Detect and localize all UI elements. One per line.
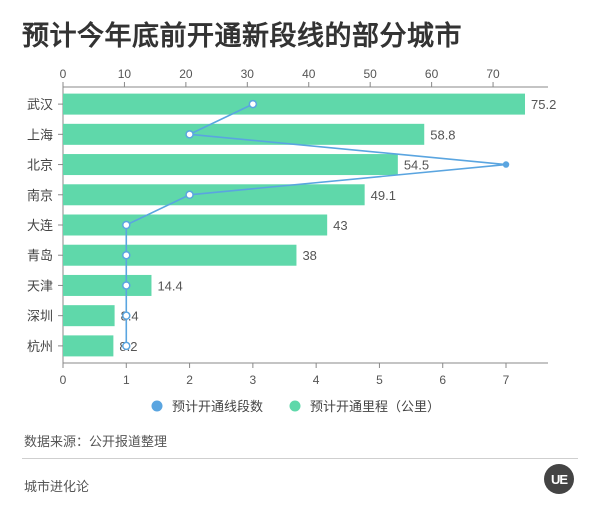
footer-brand: 城市进化论 — [24, 479, 90, 494]
bar-value-label: 14.4 — [157, 278, 182, 293]
bar-青岛 — [63, 244, 297, 266]
bar-value-label: 38 — [302, 248, 316, 263]
bar-南京 — [63, 184, 365, 206]
line-point-天津 — [122, 281, 131, 290]
top-axis-tick-label: 20 — [179, 67, 193, 81]
bottom-axis-tick-label: 7 — [503, 373, 510, 387]
bar-value-label: 43 — [333, 218, 347, 233]
legend-label-bar: 预计开通里程（公里） — [310, 399, 440, 414]
top-axis-tick-label: 40 — [302, 67, 316, 81]
bar-大连 — [63, 214, 328, 236]
bar-北京 — [63, 154, 398, 176]
bottom-axis-tick-label: 0 — [60, 373, 67, 387]
category-label: 武汉 — [27, 97, 53, 112]
category-label: 深圳 — [27, 309, 53, 324]
bar-天津 — [63, 274, 152, 296]
bottom-axis-tick-label: 3 — [250, 373, 257, 387]
category-label: 大连 — [27, 218, 53, 233]
bar-value-label: 49.1 — [371, 188, 396, 203]
line-point-深圳 — [122, 311, 131, 320]
bottom-axis-tick-label: 4 — [313, 373, 320, 387]
line-point-青岛 — [122, 250, 131, 260]
footer-divider — [22, 458, 578, 459]
bottom-axis-tick-label: 2 — [186, 373, 193, 387]
chart-svg: 0 10 20 30 40 50 60 70 0 1 2 3 4 5 6 7 武汉 75.2 上海 58.8 北京 54.… — [27, 67, 556, 414]
bar-value-label: 58.8 — [430, 127, 455, 142]
top-axis-tick-label: 70 — [486, 67, 500, 81]
data-source-note: 数据来源：公开报道整理 — [24, 434, 168, 449]
line-point-大连 — [122, 220, 131, 230]
top-axis-tick-label: 60 — [425, 67, 439, 81]
legend-label-line: 预计开通线段数 — [172, 399, 263, 414]
legend-swatch-bar — [289, 400, 301, 412]
legend-swatch-line — [151, 400, 163, 412]
category-label: 青岛 — [27, 248, 53, 263]
bottom-axis-tick-label: 5 — [376, 373, 383, 387]
category-label: 天津 — [27, 278, 53, 293]
bottom-axis-tick-label: 6 — [439, 373, 446, 387]
chart-title: 预计今年底前开通新段线的部分城市 — [22, 21, 462, 51]
bottom-axis-tick-label: 1 — [123, 373, 130, 387]
category-label: 南京 — [27, 188, 53, 203]
bar-上海 — [63, 123, 425, 145]
category-label: 上海 — [27, 127, 53, 142]
bar-value-label: 54.5 — [404, 158, 429, 173]
category-label: 杭州 — [27, 339, 53, 354]
top-axis-tick-label: 50 — [364, 67, 378, 81]
line-point-武汉 — [248, 99, 258, 109]
line-point-南京 — [185, 190, 194, 200]
line-point-杭州 — [122, 341, 131, 351]
bar-value-label: 75.2 — [531, 97, 556, 112]
category-label: 北京 — [27, 158, 53, 173]
line-point-上海 — [185, 130, 194, 139]
bar-武汉 — [63, 93, 525, 115]
brand-logo: UE — [544, 464, 574, 494]
top-axis-tick-label: 10 — [118, 67, 132, 81]
line-point-北京 — [502, 161, 510, 168]
bar-深圳 — [63, 305, 115, 327]
top-axis-tick-label: 30 — [241, 67, 255, 81]
top-axis-tick-label: 0 — [60, 67, 67, 81]
bar-杭州 — [63, 335, 114, 357]
